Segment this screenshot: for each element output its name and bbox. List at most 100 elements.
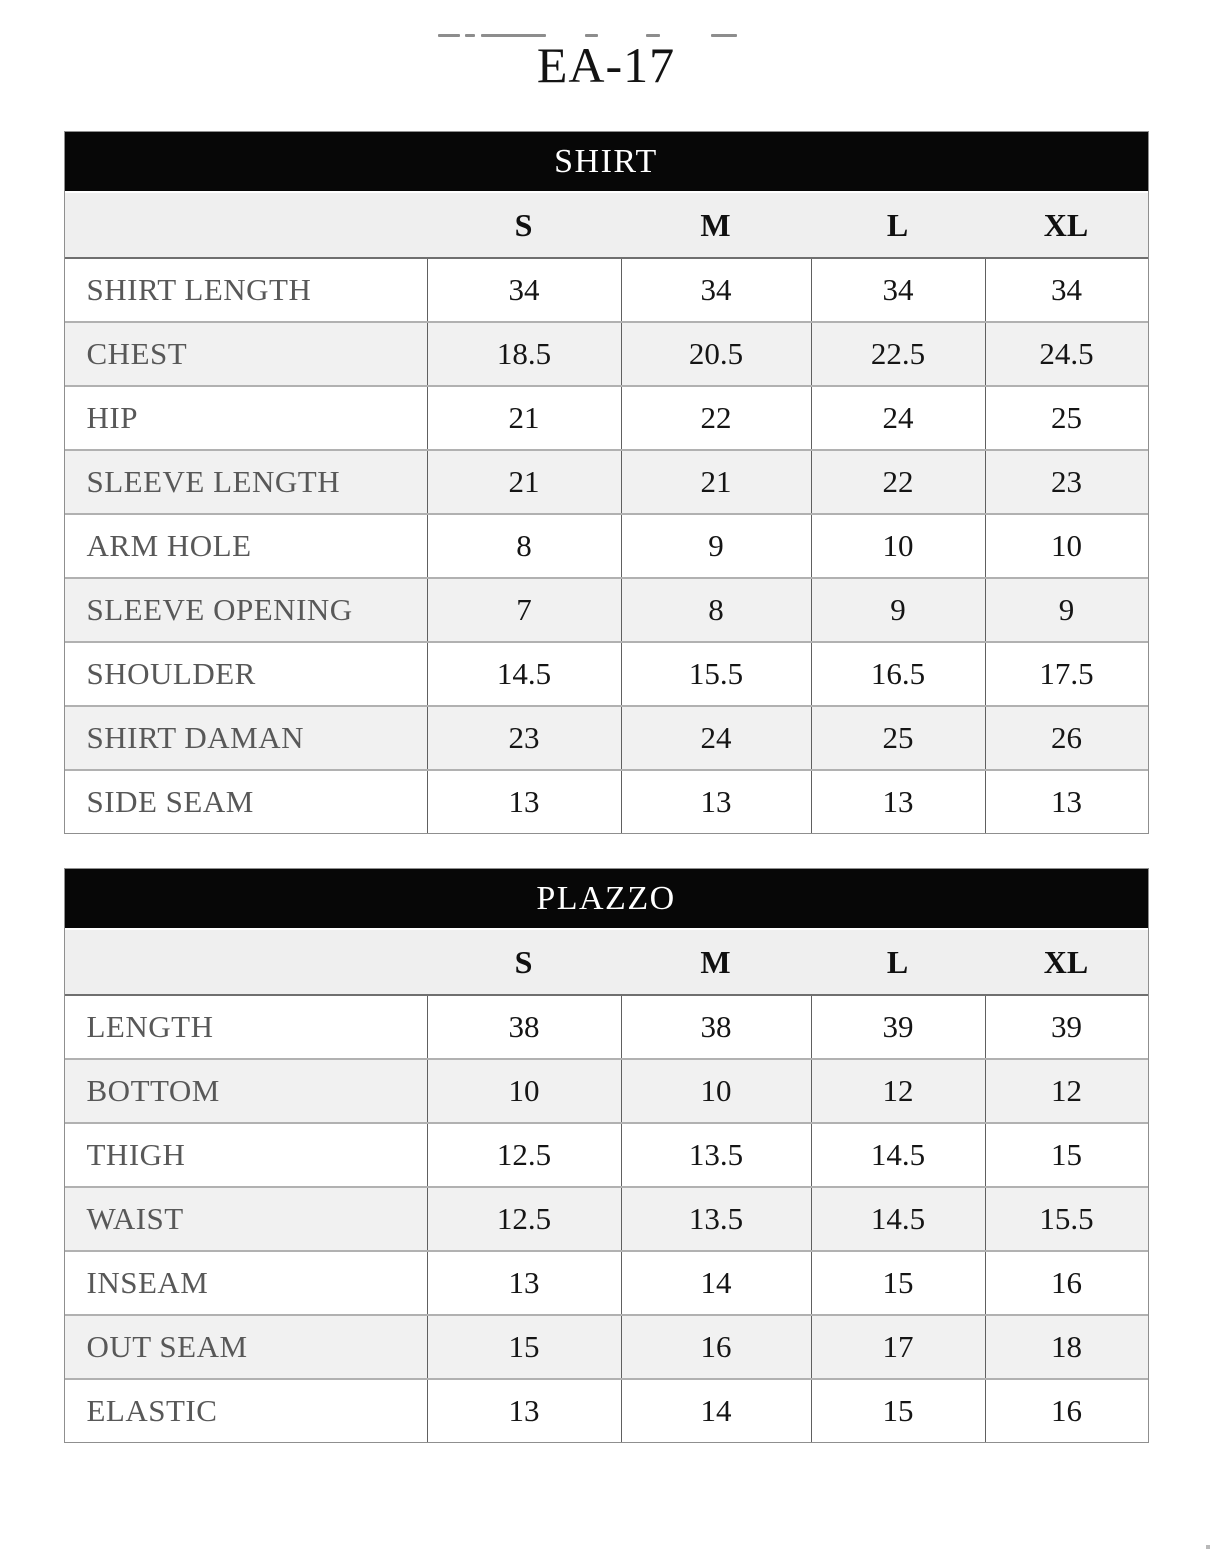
plazzo-table-body: LENGTH 38 38 39 39 BOTTOM 10 10 12 12 TH… <box>64 996 1148 1442</box>
measurement-value: 18 <box>984 1316 1148 1378</box>
measurement-label: THIGH <box>86 1137 186 1172</box>
measurement-value: 24 <box>810 387 985 449</box>
measurement-value: 15.5 <box>620 643 811 705</box>
measurement-value: 21 <box>620 451 811 513</box>
measurement-value: 14.5 <box>426 643 621 705</box>
table-row-elastic: ELASTIC 13 14 15 16 <box>64 1378 1148 1442</box>
size-header-xl: XL <box>1043 206 1089 243</box>
measurement-value: 23 <box>426 707 621 769</box>
clipped-glyph-fragment <box>585 34 598 37</box>
clipped-glyph-fragment <box>481 34 509 37</box>
measurement-label: WAIST <box>86 1201 184 1236</box>
measurement-value: 12 <box>984 1060 1148 1122</box>
measurement-label: ARM HOLE <box>86 528 252 563</box>
measurement-value: 13 <box>620 771 811 833</box>
measurement-label: INSEAM <box>86 1265 209 1300</box>
measurement-value: 10 <box>620 1060 811 1122</box>
size-header-xl: XL <box>1043 943 1089 980</box>
measurement-value: 38 <box>426 996 621 1058</box>
measurement-label: HIP <box>86 400 138 435</box>
measurement-value: 7 <box>426 579 621 641</box>
measurement-value: 16 <box>984 1252 1148 1314</box>
table-row-sleeve-length: SLEEVE LENGTH 21 21 22 23 <box>64 449 1148 513</box>
measurement-value: 13 <box>984 771 1148 833</box>
measurement-label: SHIRT LENGTH <box>86 272 312 307</box>
table-row-hip: HIP 21 22 24 25 <box>64 385 1148 449</box>
measurement-value: 22.5 <box>810 323 985 385</box>
plazzo-table-title: PLAZZO <box>536 879 676 917</box>
size-header-l: L <box>886 206 909 243</box>
table-row-side-seam: SIDE SEAM 13 13 13 13 <box>64 769 1148 833</box>
measurement-value: 38 <box>620 996 811 1058</box>
clipped-glyph-fragment <box>504 34 546 37</box>
measurement-value: 12.5 <box>426 1188 621 1250</box>
measurement-label: SLEEVE OPENING <box>86 592 353 627</box>
measurement-value: 13.5 <box>620 1124 811 1186</box>
clipped-glyph-fragment <box>646 34 660 37</box>
table-row-arm-hole: ARM HOLE 8 9 10 10 <box>64 513 1148 577</box>
clipped-glyph-fragment <box>465 34 475 37</box>
clipped-glyph-fragment <box>438 34 460 37</box>
measurement-value: 34 <box>984 259 1148 321</box>
measurement-value: 13 <box>426 1380 621 1442</box>
measurement-value: 21 <box>426 387 621 449</box>
measurement-value: 8 <box>426 515 621 577</box>
measurement-value: 15 <box>810 1252 985 1314</box>
measurement-value: 24 <box>620 707 811 769</box>
measurement-value: 15 <box>810 1380 985 1442</box>
plazzo-size-header-row: S M L XL <box>64 930 1148 996</box>
plazzo-size-table: PLAZZO S M L XL LENGTH 38 38 39 39 BOTTO… <box>63 868 1149 1443</box>
measurement-value: 16 <box>984 1380 1148 1442</box>
measurement-label: BOTTOM <box>86 1073 220 1108</box>
measurement-label: ELASTIC <box>86 1393 218 1428</box>
measurement-value: 14.5 <box>810 1188 985 1250</box>
measurement-value: 13 <box>810 771 985 833</box>
size-header-m: M <box>700 206 731 243</box>
measurement-value: 39 <box>810 996 985 1058</box>
measurement-value: 25 <box>984 387 1148 449</box>
measurement-value: 18.5 <box>426 323 621 385</box>
table-row-length: LENGTH 38 38 39 39 <box>64 996 1148 1058</box>
shirt-size-table: SHIRT S M L XL SHIRT LENGTH 34 34 34 34 … <box>63 131 1149 834</box>
page-title: EA-17 <box>536 37 676 93</box>
shirt-table-title-band: SHIRT <box>64 132 1148 193</box>
measurement-value: 14 <box>620 1252 811 1314</box>
table-row-chest: CHEST 18.5 20.5 22.5 24.5 <box>64 321 1148 385</box>
measurement-value: 34 <box>810 259 985 321</box>
measurement-label: CHEST <box>86 336 188 371</box>
measurement-value: 8 <box>620 579 811 641</box>
measurement-label: SLEEVE LENGTH <box>86 464 341 499</box>
measurement-value: 20.5 <box>620 323 811 385</box>
measurement-value: 22 <box>810 451 985 513</box>
size-header-spacer <box>65 930 427 994</box>
measurement-value: 23 <box>984 451 1148 513</box>
size-header-s: S <box>514 206 533 243</box>
shirt-size-header-row: S M L XL <box>64 193 1148 259</box>
measurement-value: 14.5 <box>810 1124 985 1186</box>
size-header-s: S <box>514 943 533 980</box>
table-row-shirt-daman: SHIRT DAMAN 23 24 25 26 <box>64 705 1148 769</box>
size-header-m: M <box>700 943 731 980</box>
table-row-sleeve-opening: SLEEVE OPENING 7 8 9 9 <box>64 577 1148 641</box>
measurement-label: SHIRT DAMAN <box>86 720 305 755</box>
measurement-value: 15.5 <box>984 1188 1148 1250</box>
table-row-waist: WAIST 12.5 13.5 14.5 15.5 <box>64 1186 1148 1250</box>
measurement-label: SIDE SEAM <box>86 784 254 819</box>
table-row-thigh: THIGH 12.5 13.5 14.5 15 <box>64 1122 1148 1186</box>
measurement-value: 10 <box>984 515 1148 577</box>
measurement-value: 17 <box>810 1316 985 1378</box>
measurement-value: 24.5 <box>984 323 1148 385</box>
measurement-value: 34 <box>620 259 811 321</box>
plazzo-table-title-band: PLAZZO <box>64 869 1148 930</box>
measurement-value: 13 <box>426 771 621 833</box>
measurement-value: 14 <box>620 1380 811 1442</box>
measurement-value: 15 <box>984 1124 1148 1186</box>
measurement-value: 16.5 <box>810 643 985 705</box>
measurement-value: 10 <box>810 515 985 577</box>
shirt-table-title: SHIRT <box>554 142 658 180</box>
table-row-shoulder: SHOULDER 14.5 15.5 16.5 17.5 <box>64 641 1148 705</box>
measurement-value: 26 <box>984 707 1148 769</box>
measurement-label: OUT SEAM <box>86 1329 248 1364</box>
table-row-shirt-length: SHIRT LENGTH 34 34 34 34 <box>64 259 1148 321</box>
measurement-value: 12.5 <box>426 1124 621 1186</box>
